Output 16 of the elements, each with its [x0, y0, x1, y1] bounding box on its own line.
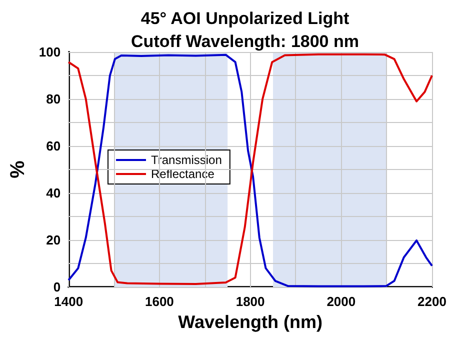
y-tick-label: 20 [46, 232, 61, 248]
y-tick-label: 100 [38, 44, 61, 60]
y-tick-label: 80 [46, 92, 61, 106]
legend-label: Transmission [151, 153, 222, 167]
y-tick-label: 0 [53, 280, 61, 294]
x-tick-label: 1400 [54, 294, 84, 309]
y-tick-label: 60 [46, 138, 61, 154]
x-tick-label: 1600 [144, 294, 174, 309]
legend-label: Reflectance [151, 167, 215, 181]
x-tick-label: 2200 [418, 294, 446, 309]
y-axis-title: % [7, 160, 29, 178]
x-axis-title: Wavelength (nm) [178, 312, 322, 332]
y-tick-label: 40 [46, 186, 61, 200]
chart-title: 45° AOI Unpolarized Light Cutoff Wavelength: 1800 nm [131, 9, 359, 51]
x-tick-label: 2000 [326, 294, 356, 309]
x-tick-label: 1800 [236, 294, 265, 309]
